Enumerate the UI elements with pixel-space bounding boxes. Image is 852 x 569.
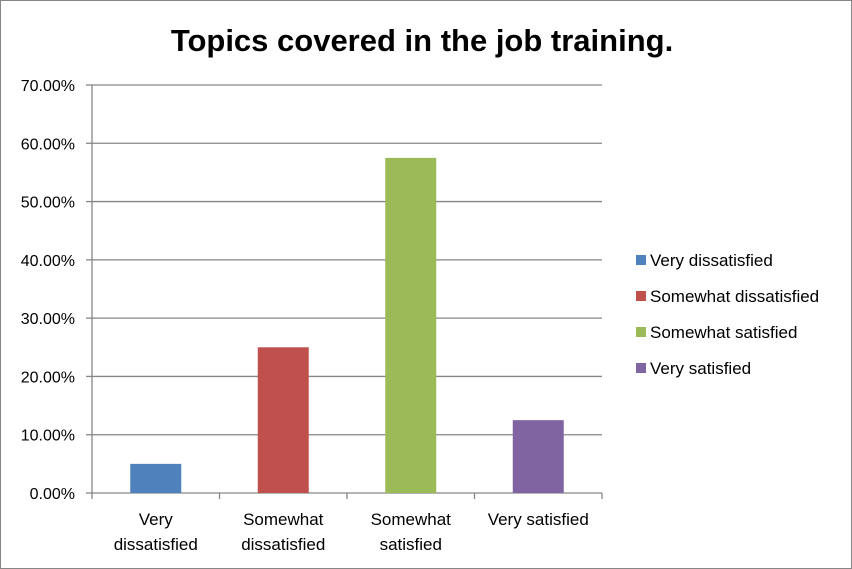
- legend: Very dissatisfied Somewhat dissatisfied So…: [636, 251, 819, 378]
- legend-swatch: [636, 327, 646, 337]
- y-tick-label: 70.00%: [21, 78, 75, 95]
- legend-label: Somewhat satisfied: [650, 323, 797, 342]
- y-tick-label: 30.00%: [21, 311, 75, 328]
- x-category-label: Very: [139, 510, 174, 529]
- y-tick-label: 60.00%: [21, 136, 75, 153]
- bar: [512, 420, 564, 493]
- y-tick-label: 20.00%: [21, 369, 75, 386]
- chart-title: Topics covered in the job training.: [171, 23, 673, 58]
- x-category-label: Very satisfied: [488, 510, 589, 529]
- y-axis-ticks: 0.00% 10.00% 20.00% 30.00% 40.00% 50.00% 60.00…: [21, 78, 92, 503]
- y-tick-label: 50.00%: [21, 195, 75, 212]
- legend-swatch: [636, 291, 646, 301]
- bar: [257, 347, 309, 493]
- x-axis-labels: Very dissatisfied Somewhat dissatisfied Some…: [114, 510, 589, 554]
- x-category-label: satisfied: [380, 535, 442, 554]
- x-category-label: dissatisfied: [114, 535, 198, 554]
- y-tick-label: 40.00%: [21, 253, 75, 270]
- x-category-label: Somewhat: [243, 510, 324, 529]
- bars: [130, 157, 564, 493]
- bar: [130, 463, 182, 493]
- legend-swatch: [636, 255, 646, 265]
- y-tick-label: 0.00%: [30, 486, 75, 503]
- y-tick-label: 10.00%: [21, 428, 75, 445]
- legend-label: Somewhat dissatisfied: [650, 287, 819, 306]
- legend-label: Very satisfied: [650, 359, 751, 378]
- x-category-label: Somewhat: [371, 510, 452, 529]
- legend-swatch: [636, 363, 646, 373]
- x-category-label: dissatisfied: [241, 535, 325, 554]
- bar: [385, 157, 437, 493]
- legend-label: Very dissatisfied: [650, 251, 773, 270]
